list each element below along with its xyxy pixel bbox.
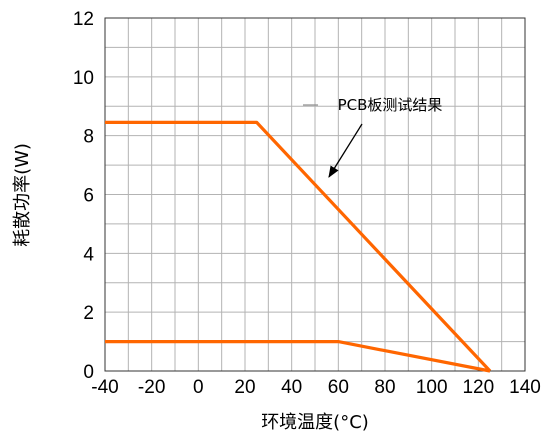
x-tick-label: 40: [281, 377, 302, 398]
y-tick-label: 8: [83, 127, 94, 148]
y-tick-label: 0: [83, 362, 94, 383]
x-tick-label: 120: [462, 377, 494, 398]
x-tick-label: -40: [91, 377, 118, 398]
x-tick-label: 20: [234, 377, 255, 398]
annotation-arrow: [328, 123, 363, 178]
y-tick-label: 4: [83, 244, 94, 265]
y-tick-labels: 0 2 4 6 8 10 12: [73, 9, 95, 383]
y-tick-label: 12: [73, 9, 94, 30]
series-line-1: [105, 120, 492, 373]
x-tick-labels: -40 -20 0 20 40 60 80 100 120 140: [91, 377, 541, 398]
x-axis-label: 环境温度(°C): [261, 412, 369, 433]
plot-frame: [104, 17, 526, 372]
x-tick-label: 140: [509, 377, 541, 398]
y-tick-label: 2: [83, 303, 94, 324]
series-layer: [105, 120, 492, 373]
x-tick-label: 60: [328, 377, 349, 398]
annotation-label: PCB板测试结果: [338, 96, 443, 114]
y-axis-label: 耗散功率(W): [12, 143, 33, 247]
grid: [105, 18, 525, 371]
x-tick-label: -20: [138, 377, 165, 398]
annotation: PCB板测试结果: [303, 96, 443, 178]
y-tick-label: 6: [83, 186, 94, 207]
x-tick-label: 80: [374, 377, 395, 398]
x-tick-label: 0: [193, 377, 204, 398]
series-line-2: [105, 340, 491, 373]
y-tick-label: 10: [73, 68, 94, 89]
x-tick-label: 100: [416, 377, 448, 398]
